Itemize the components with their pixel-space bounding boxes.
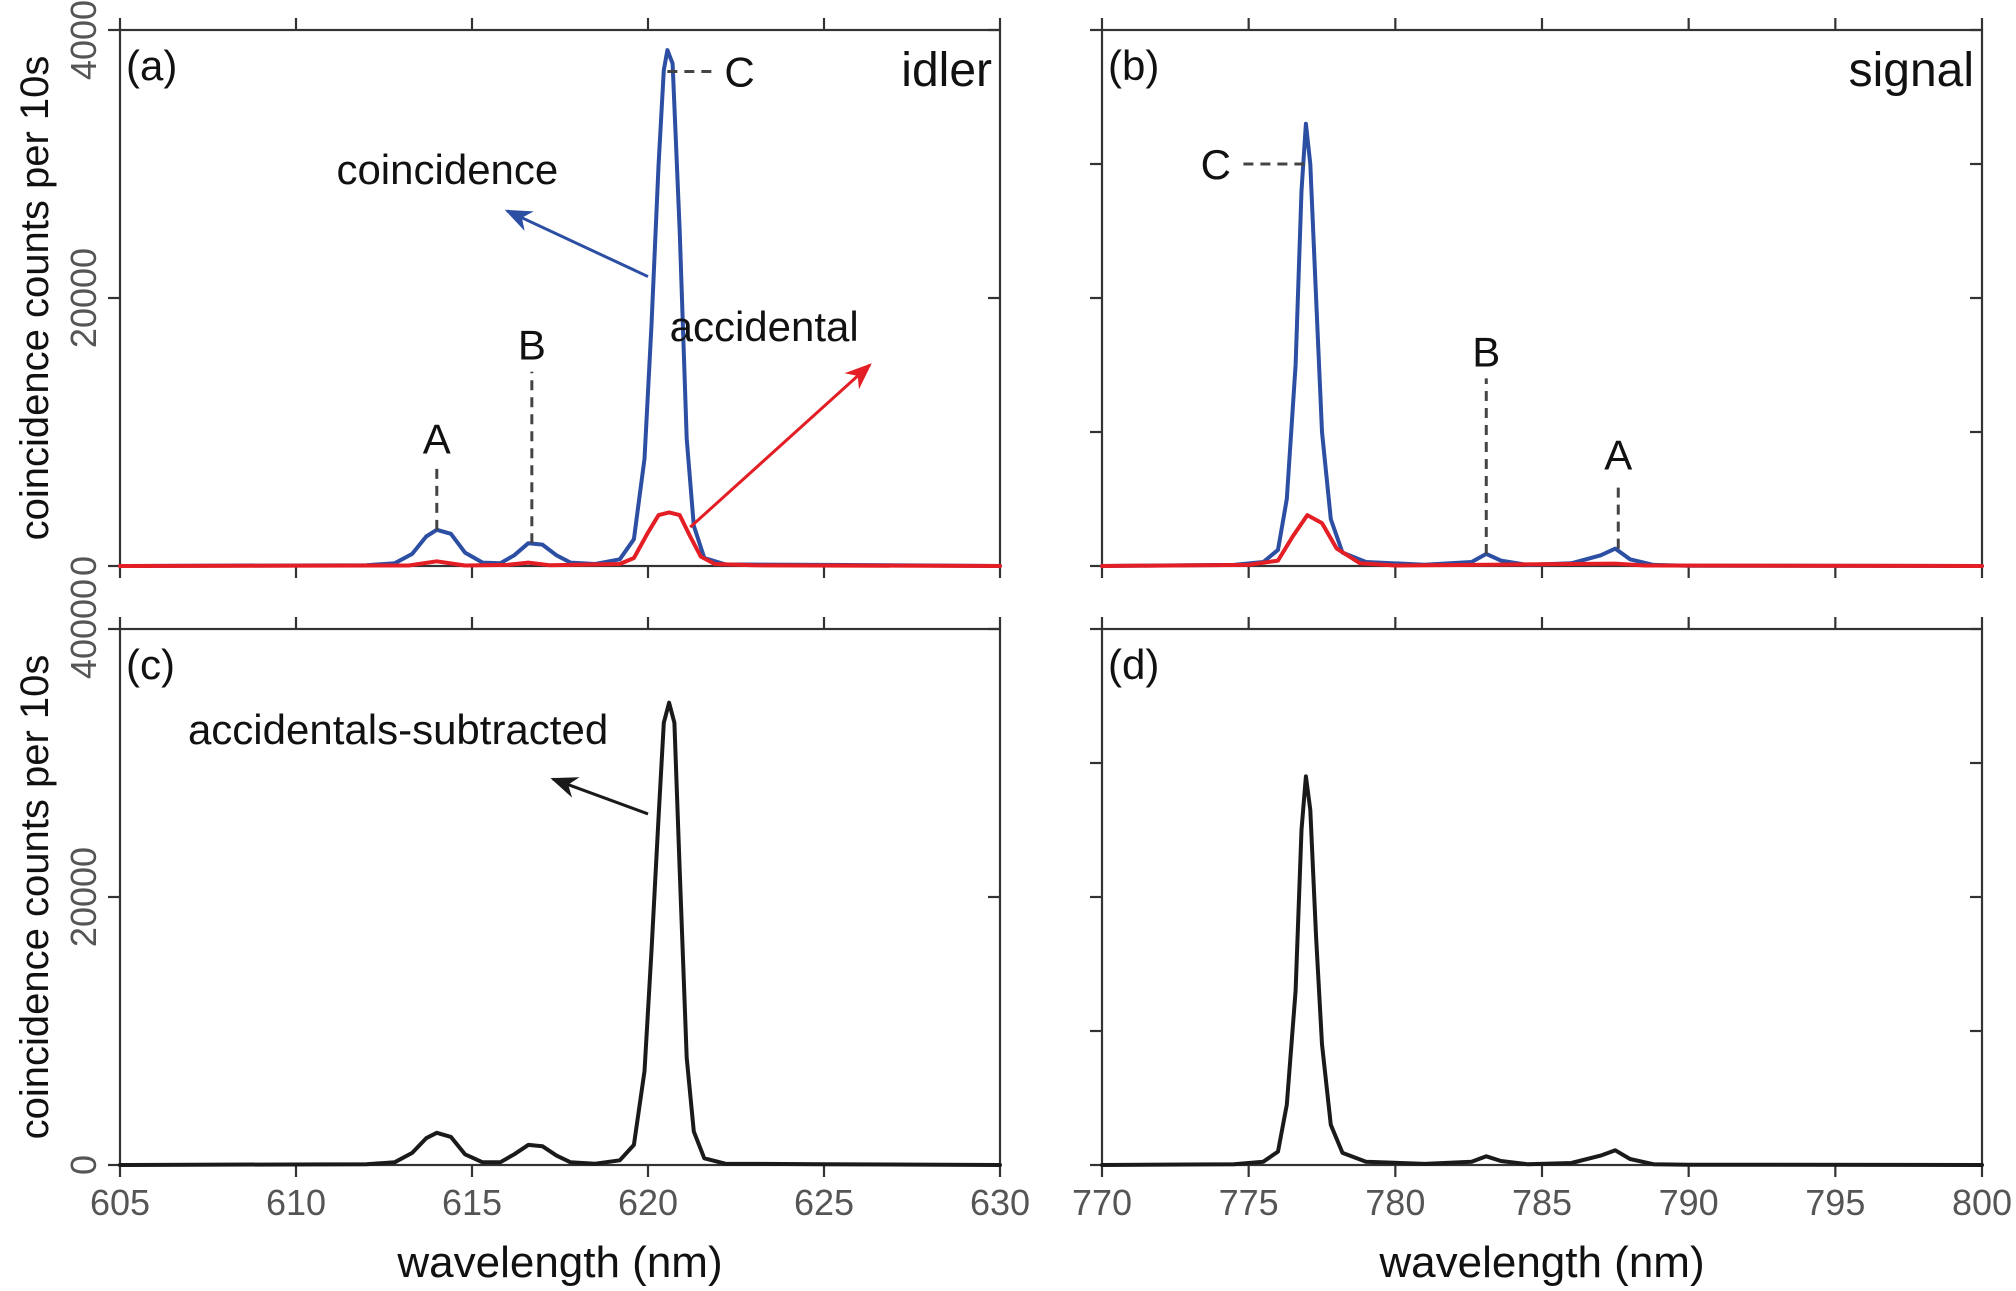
annotation-arrow — [504, 209, 649, 278]
peak-label-b: B — [1472, 328, 1500, 375]
annotation-accidentals-subtracted: accidentals-subtracted — [188, 706, 608, 753]
corner-label-signal: signal — [1849, 44, 1974, 97]
x-tick-label: 800 — [1952, 1182, 2012, 1223]
panel-b: (b) signal B A C — [1090, 18, 1984, 578]
panel-label: (b) — [1108, 42, 1159, 89]
x-tick-label: 780 — [1365, 1182, 1425, 1223]
series-accidental — [1100, 513, 1984, 568]
series-coincidence — [118, 48, 1002, 568]
x-tick-label: 620 — [618, 1182, 678, 1223]
plot-frame — [118, 28, 1002, 568]
series-accidentals-subtracted — [118, 700, 1002, 1167]
x-tick-label: 615 — [442, 1182, 502, 1223]
y-tick-label: 0 — [63, 556, 104, 576]
annotation-accidental: accidental — [670, 303, 859, 350]
y-tick-label: 20000 — [63, 248, 104, 348]
peak-label-b: B — [518, 322, 546, 369]
y-tick-label: 40000 — [63, 0, 104, 80]
x-tick-label: 775 — [1219, 1182, 1279, 1223]
annotation-arrow — [689, 363, 872, 529]
y-tick-label: 40000 — [63, 579, 104, 679]
x-tick-label: 785 — [1512, 1182, 1572, 1223]
y-tick-label: 0 — [63, 1155, 104, 1175]
x-tick-label: 605 — [90, 1182, 150, 1223]
x-tick-label: 630 — [970, 1182, 1030, 1223]
corner-label-idler: idler — [901, 44, 992, 97]
series-accidentals-subtracted — [1100, 774, 1984, 1167]
panel-label: (a) — [126, 42, 177, 89]
x-axis-label: wavelength (nm) — [1378, 1238, 1704, 1287]
x-tick-label: 770 — [1072, 1182, 1132, 1223]
panel-d: 770 775 780 785 790 795 800 wavelength (nm) (d) — [1072, 617, 2012, 1287]
annotation-arrow — [550, 777, 649, 816]
annotation-coincidence: coincidence — [336, 146, 558, 193]
x-axis-label: wavelength (nm) — [396, 1238, 722, 1287]
peak-label-c: C — [1201, 141, 1231, 188]
peak-label-a: A — [1604, 432, 1632, 479]
x-tick-label: 625 — [794, 1182, 854, 1223]
panel-label: (c) — [126, 641, 175, 688]
x-tick-label: 790 — [1659, 1182, 1719, 1223]
x-tick-label: 795 — [1805, 1182, 1865, 1223]
x-tick-label: 610 — [266, 1182, 326, 1223]
y-axis-label: coincidence counts per 10s — [13, 655, 57, 1140]
panel-label: (d) — [1108, 641, 1159, 688]
peak-label-a: A — [423, 416, 451, 463]
series-accidental — [118, 510, 1002, 568]
series-coincidence — [1100, 121, 1984, 568]
peak-label-c: C — [724, 49, 754, 96]
y-axis-label: coincidence counts per 10s — [13, 56, 57, 541]
plot-frame — [1100, 28, 1984, 568]
panel-c: 605 610 615 620 625 630 0 20000 40000coincidence… — [13, 579, 1030, 1287]
plot-frame — [1100, 627, 1984, 1167]
y-tick-label: 20000 — [63, 847, 104, 947]
